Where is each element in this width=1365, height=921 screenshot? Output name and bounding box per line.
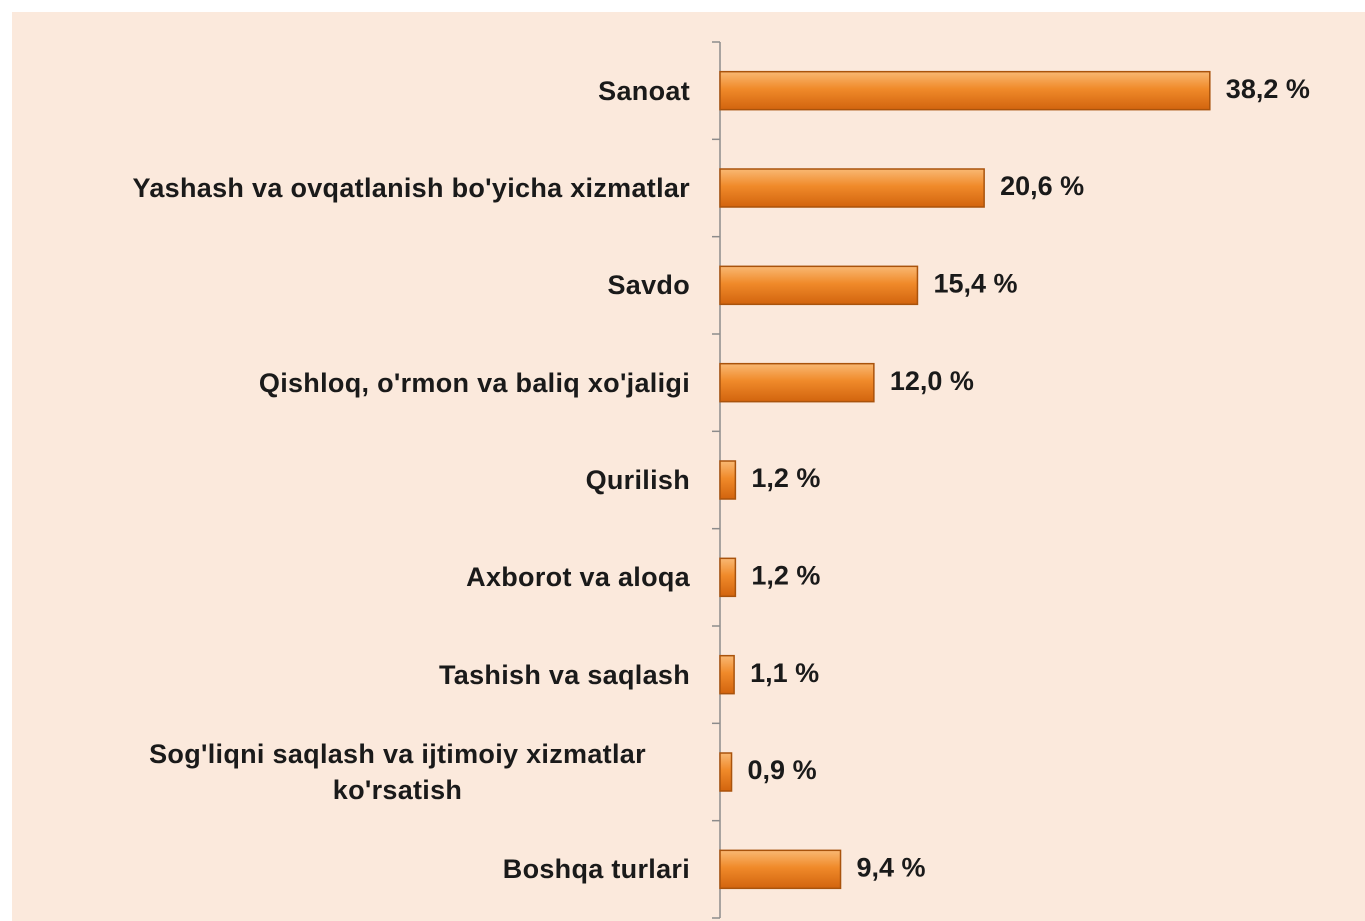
category-label: Sanoat [598, 75, 690, 106]
category-row: Qurilish [90, 440, 690, 520]
category-row: Qishloq, o'rmon va baliq xo'jaligi [90, 343, 690, 423]
value-label: 1,2 % [751, 560, 820, 590]
bar [719, 557, 737, 598]
value-label: 20,6 % [1000, 171, 1084, 201]
category-row: Yashash va ovqatlanish bo'yicha xizmatla… [90, 148, 690, 228]
value-label: 1,2 % [751, 463, 820, 493]
bar [719, 752, 733, 792]
category-label: Boshqa turlari [502, 854, 690, 885]
category-row: Axborot va aloqa [90, 537, 690, 617]
category-label: Qurilish [585, 465, 690, 495]
plot-background [12, 12, 1365, 921]
value-label: 0,9 % [748, 755, 817, 785]
category-row: Savdo [90, 245, 690, 325]
bar [719, 849, 842, 890]
value-label: 12,0 % [890, 366, 974, 396]
bar [719, 460, 737, 500]
category-row: Sog'liqni saqlash va ijtimoiy xizmatlar … [90, 732, 690, 812]
category-label: Savdo [607, 270, 690, 301]
value-label: 38,2 % [1226, 74, 1310, 104]
category-label: Tashish va saqlash [438, 659, 690, 690]
category-row: Boshqa turlari [90, 829, 690, 909]
bar [719, 265, 919, 306]
bar [719, 654, 735, 695]
value-label: 15,4 % [933, 268, 1017, 298]
category-label: Sog'liqni saqlash va ijtimoiy xizmatlar … [149, 739, 646, 805]
bar [719, 70, 1211, 111]
category-label: Yashash va ovqatlanish bo'yicha xizmatla… [132, 173, 690, 203]
bar [719, 168, 985, 208]
category-label: Axborot va aloqa [466, 562, 690, 593]
category-row: Sanoat [90, 51, 690, 131]
bar [719, 362, 875, 403]
value-label: 9,4 % [857, 852, 926, 882]
category-label: Qishloq, o'rmon va baliq xo'jaligi [258, 367, 690, 398]
value-label: 1,1 % [750, 658, 819, 688]
category-row: Tashish va saqlash [90, 635, 690, 715]
